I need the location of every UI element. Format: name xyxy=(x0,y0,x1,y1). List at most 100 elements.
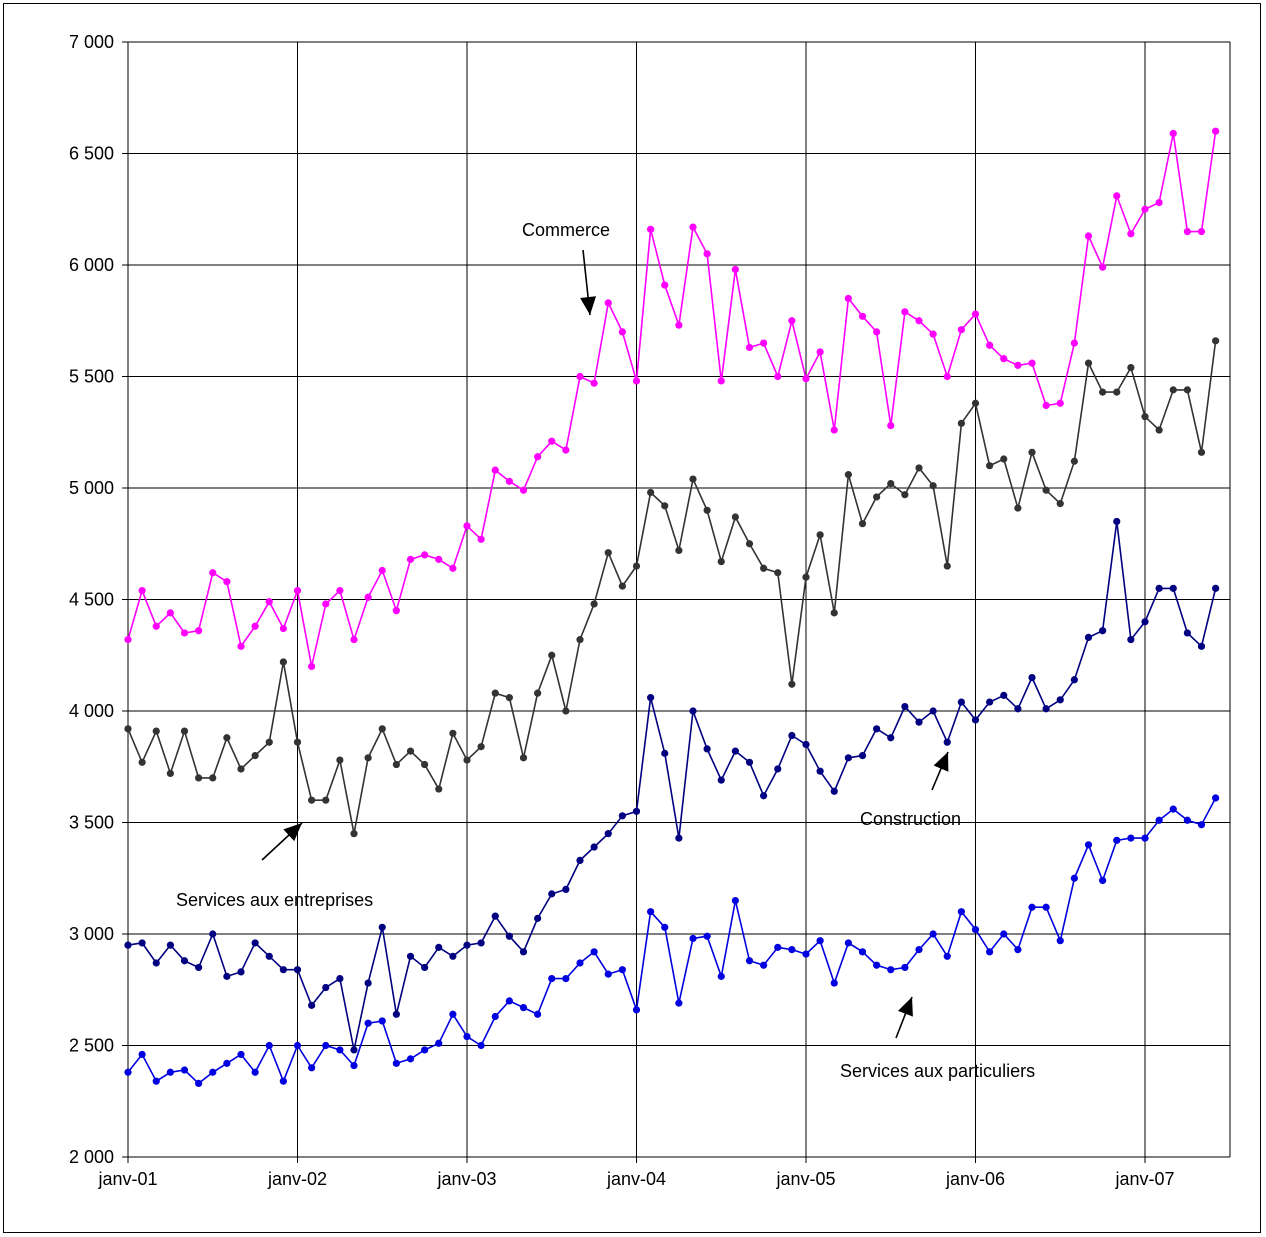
data-point xyxy=(209,774,217,782)
data-point xyxy=(534,914,542,922)
data-point xyxy=(237,1050,245,1059)
y-tick-label: 5 000 xyxy=(69,478,114,498)
data-point xyxy=(406,555,415,563)
data-point xyxy=(632,807,641,815)
data-point xyxy=(1141,413,1149,421)
data-point xyxy=(1042,401,1050,410)
data-point xyxy=(180,957,189,965)
annotation-arrowhead xyxy=(933,752,949,772)
data-point xyxy=(901,491,909,499)
data-point xyxy=(1014,946,1022,954)
data-point xyxy=(209,569,217,577)
data-point xyxy=(816,348,824,356)
data-point xyxy=(1127,230,1135,238)
data-point xyxy=(632,377,641,385)
data-point xyxy=(1169,584,1177,592)
data-point xyxy=(986,698,994,706)
data-point xyxy=(406,952,415,960)
data-point xyxy=(1169,386,1177,394)
data-point xyxy=(166,1068,174,1076)
data-point xyxy=(873,961,881,969)
data-point xyxy=(703,506,711,514)
data-point xyxy=(463,756,471,764)
data-point xyxy=(915,464,923,472)
data-point xyxy=(1028,448,1036,456)
data-point xyxy=(519,486,528,494)
series-line xyxy=(127,797,1217,1085)
data-point xyxy=(1084,841,1093,849)
data-point xyxy=(873,493,881,501)
data-point xyxy=(1183,386,1191,394)
data-point xyxy=(1056,500,1064,508)
y-tick-label: 3 500 xyxy=(69,813,114,833)
data-point xyxy=(1084,232,1093,240)
data-point xyxy=(675,546,683,555)
chart-frame xyxy=(3,3,1261,1233)
x-tick-label: janv-07 xyxy=(1114,1169,1174,1189)
data-point xyxy=(774,765,782,773)
data-point xyxy=(364,1019,372,1027)
data-point xyxy=(576,959,584,967)
data-point xyxy=(675,834,683,842)
data-point xyxy=(463,522,471,530)
data-point xyxy=(774,569,782,577)
data-point xyxy=(548,890,556,898)
data-point xyxy=(1042,486,1050,494)
data-point xyxy=(548,651,556,659)
data-point xyxy=(237,968,245,976)
annotation: Construction xyxy=(860,751,961,829)
annotation-label: Commerce xyxy=(522,220,610,240)
data-point xyxy=(788,680,796,688)
y-tick-label: 3 000 xyxy=(69,924,114,944)
y-tick-label: 5 500 xyxy=(69,367,114,387)
data-point xyxy=(1212,337,1220,345)
data-point xyxy=(322,983,330,992)
data-point xyxy=(915,718,923,726)
data-point xyxy=(562,885,570,894)
data-point xyxy=(421,963,429,972)
data-point xyxy=(534,1010,542,1018)
data-point xyxy=(336,756,344,764)
data-point xyxy=(1212,127,1220,135)
data-point xyxy=(1070,874,1078,882)
data-point xyxy=(364,593,372,601)
data-point xyxy=(435,943,443,951)
data-point xyxy=(957,326,965,334)
annotation: Services aux entreprises xyxy=(176,822,373,910)
data-point xyxy=(618,812,626,820)
data-point xyxy=(986,462,994,470)
data-point xyxy=(1212,584,1220,592)
x-tick-label: janv-04 xyxy=(606,1169,666,1189)
data-point xyxy=(901,308,909,316)
data-point xyxy=(378,923,386,931)
data-point xyxy=(929,330,937,338)
data-point xyxy=(124,636,132,644)
data-point xyxy=(1183,629,1191,637)
data-point xyxy=(1169,805,1177,813)
data-point xyxy=(703,932,711,940)
data-point xyxy=(604,299,612,307)
data-point xyxy=(1056,696,1064,704)
data-point xyxy=(632,562,641,570)
data-point xyxy=(308,1001,316,1009)
y-tick-label: 7 000 xyxy=(69,32,114,52)
x-tick-label: janv-02 xyxy=(267,1169,327,1189)
data-point xyxy=(830,609,838,617)
data-point xyxy=(661,281,669,289)
data-point xyxy=(901,702,909,711)
data-point xyxy=(421,551,429,559)
data-point xyxy=(632,1006,641,1014)
y-tick-label: 2 000 xyxy=(69,1147,114,1167)
data-point xyxy=(1070,339,1078,347)
data-point xyxy=(816,767,824,775)
series-lines xyxy=(124,127,1220,1088)
data-point xyxy=(647,225,655,233)
data-point xyxy=(760,339,768,347)
y-tick-label: 2 500 xyxy=(69,1036,114,1056)
data-point xyxy=(449,1010,457,1018)
data-point xyxy=(576,856,584,865)
data-point xyxy=(166,609,174,617)
x-axis-ticks: janv-01 janv-02 janv-03 janv-04 janv-05 janv-… xyxy=(97,1169,1174,1189)
data-point xyxy=(647,908,655,916)
data-point xyxy=(957,908,965,916)
